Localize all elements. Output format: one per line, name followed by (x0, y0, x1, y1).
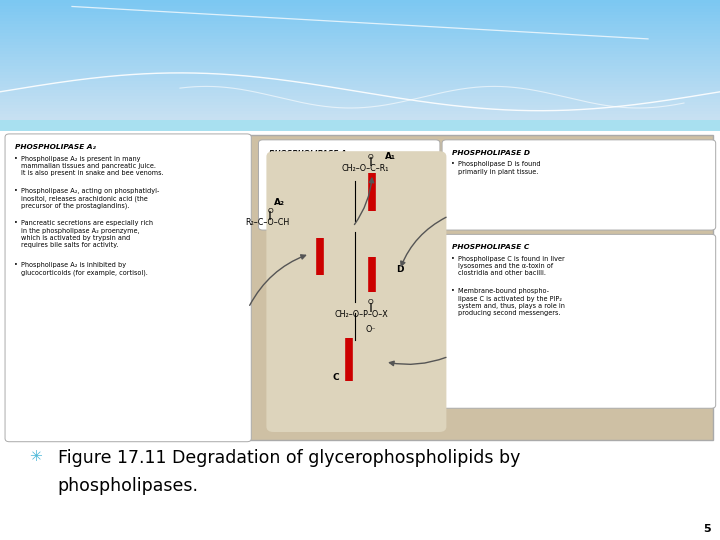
Text: Pancreatic secretions are especially rich
in the phospholipase A₂ proenzyme,
whi: Pancreatic secretions are especially ric… (21, 220, 153, 248)
Text: Figure 17.11 Degradation of glycerophospholipids by: Figure 17.11 Degradation of glycerophosp… (58, 449, 520, 467)
Text: •: • (14, 156, 18, 161)
Bar (0, 117, 720, 120)
Bar (0, 105, 720, 108)
Bar (0, 24, 720, 27)
Bar (0, 60, 720, 63)
Text: •: • (268, 161, 271, 167)
Text: O: O (368, 299, 374, 306)
Bar (0, 69, 720, 72)
Bar (0, 30, 720, 33)
Bar (0, 21, 720, 24)
Bar (0, 87, 720, 90)
Bar (0, 42, 720, 45)
Text: D: D (396, 266, 403, 274)
Text: PHOSPHOLIPASE A₂: PHOSPHOLIPASE A₂ (15, 144, 96, 150)
Bar (0, 36, 720, 39)
Bar (0, 108, 720, 111)
Text: C: C (333, 374, 340, 382)
Text: PHOSPHOLIPASE D: PHOSPHOLIPASE D (452, 150, 530, 156)
Bar (0, 120, 720, 131)
Text: O: O (368, 153, 374, 160)
Bar (0, 15, 720, 18)
Text: CH₂–O–C–R₁: CH₂–O–C–R₁ (342, 164, 390, 173)
Text: •: • (14, 188, 18, 194)
Text: Phospholipase A₂ is inhibited by
glucocorticoids (for example, cortisol).: Phospholipase A₂ is inhibited by glucoco… (21, 262, 148, 276)
Text: ‖: ‖ (369, 303, 373, 312)
Bar (0, 78, 720, 81)
Text: •: • (14, 262, 18, 268)
Text: Phospholipase C is found in liver
lysosomes and the α-toxin of
clostridia and ot: Phospholipase C is found in liver lysoso… (458, 256, 564, 276)
Text: CH₂–O–P–O–X: CH₂–O–P–O–X (335, 310, 389, 319)
Bar (0, 48, 720, 51)
Text: PHOSPHOLIPASE C: PHOSPHOLIPASE C (452, 244, 529, 250)
Bar (0, 6, 720, 9)
Text: PHOSPHOLIPASE A₁: PHOSPHOLIPASE A₁ (269, 150, 349, 156)
Text: R₂–C–O–CH: R₂–C–O–CH (245, 218, 289, 227)
Bar (0, 33, 720, 36)
Text: Phospholipase D is found
primarily in plant tissue.: Phospholipase D is found primarily in pl… (458, 161, 541, 175)
Bar (0, 114, 720, 117)
Bar (0, 72, 720, 75)
FancyBboxPatch shape (5, 134, 251, 442)
FancyBboxPatch shape (266, 151, 446, 432)
Bar (0, 75, 720, 78)
Bar (0, 99, 720, 102)
Text: •: • (451, 256, 455, 262)
Bar (0, 84, 720, 87)
Text: A₁: A₁ (385, 152, 396, 161)
Bar (0, 39, 720, 42)
Text: ‖: ‖ (268, 212, 272, 220)
Text: Phospholipase A₂ is present in many
mammalian tissues and pancreatic juice.
It i: Phospholipase A₂ is present in many mamm… (21, 156, 163, 176)
Bar (0, 0, 720, 3)
Text: Membrane-bound phospho-
lipase C is activated by the PIP₂
system and, thus, play: Membrane-bound phospho- lipase C is acti… (458, 288, 564, 316)
Text: Phospholipase A₂, acting on phosphatidyl-
inositol, releases arachidonic acid (t: Phospholipase A₂, acting on phosphatidyl… (21, 188, 159, 210)
Bar (0, 96, 720, 99)
Bar (0, 93, 720, 96)
Text: O⁻: O⁻ (366, 325, 376, 334)
Bar (7, 135, 713, 440)
Bar (0, 12, 720, 15)
Text: •: • (14, 220, 18, 226)
Text: O: O (267, 207, 273, 214)
FancyBboxPatch shape (258, 140, 440, 230)
Text: ‖: ‖ (369, 158, 373, 166)
Text: A₂: A₂ (274, 198, 284, 207)
Text: •: • (451, 161, 455, 167)
Text: •: • (451, 288, 455, 294)
Text: 5: 5 (703, 523, 711, 534)
Bar (0, 45, 720, 48)
Bar (0, 9, 720, 12)
Bar (0, 27, 720, 30)
Bar (0, 66, 720, 69)
Text: ✳: ✳ (30, 449, 42, 464)
FancyBboxPatch shape (442, 234, 716, 408)
Bar (0, 111, 720, 114)
FancyBboxPatch shape (442, 140, 716, 230)
Bar (0, 57, 720, 60)
Bar (0, 3, 720, 6)
Bar (0, 18, 720, 21)
Bar (0, 81, 720, 84)
Bar (0, 63, 720, 66)
Bar (0, 54, 720, 57)
Bar (0, 102, 720, 105)
Text: phospholipases.: phospholipases. (58, 477, 199, 495)
Text: Phospholipase A₁ is present
in many mammalian tissues.: Phospholipase A₁ is present in many mamm… (274, 161, 369, 175)
Bar (0, 51, 720, 54)
Bar (0, 90, 720, 93)
